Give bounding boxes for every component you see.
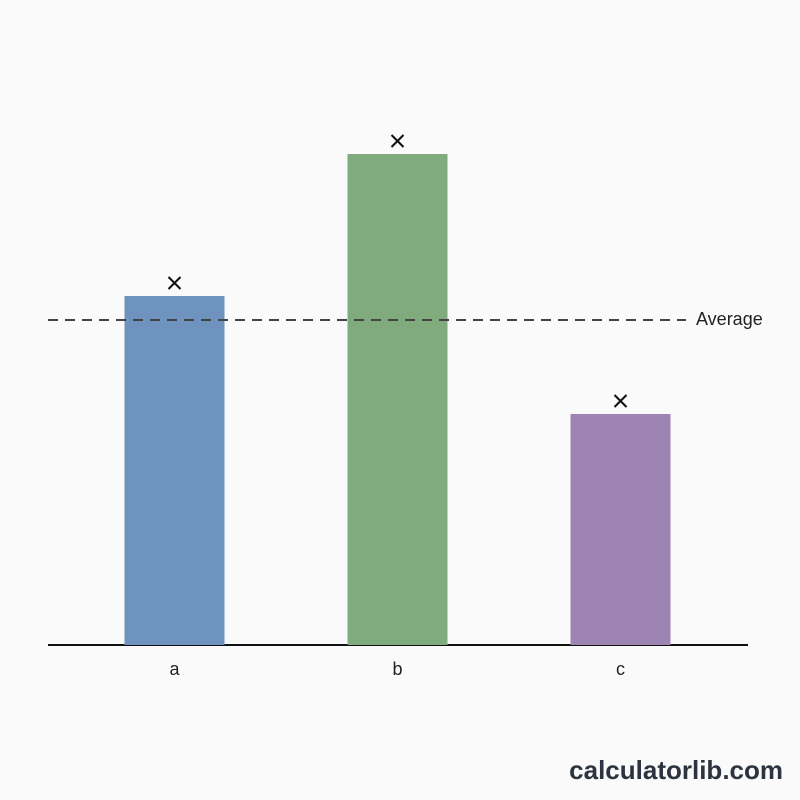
marker	[390, 134, 405, 148]
bar	[124, 296, 225, 645]
x-tick-label: b	[392, 659, 402, 679]
x-tick-label: c	[616, 659, 625, 679]
marker	[613, 394, 628, 408]
average-label: Average	[696, 309, 763, 329]
bar	[570, 414, 671, 645]
watermark: calculatorlib.com	[569, 755, 783, 785]
x-tick-label: a	[169, 659, 180, 679]
bar	[347, 154, 448, 645]
marker	[167, 276, 182, 290]
